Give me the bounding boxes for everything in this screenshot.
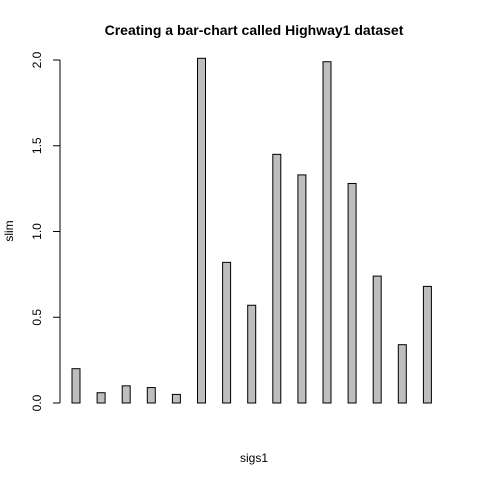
bar-7 [222,261,232,404]
y-tick-label: 2.0 [30,51,44,68]
bar-9 [272,153,282,404]
y-axis-label: slim [2,220,16,241]
bar-1 [71,368,81,404]
y-tick-label: 1.0 [30,223,44,240]
bar-15 [422,285,432,404]
bar-11 [322,61,332,404]
y-tick-label: 1.5 [30,137,44,154]
y-axis: 0.0 0.5 1.0 1.5 2.0 [30,51,61,411]
bar-3 [121,385,131,404]
bar-6 [197,57,206,404]
bar-2 [96,392,106,404]
bar-14 [397,344,407,404]
bar-13 [372,275,382,404]
bar-8 [247,304,257,404]
bar-4 [146,387,156,404]
y-tick-label: 0.0 [30,394,44,411]
bars-group [71,57,432,404]
y-tick-label: 0.5 [30,309,44,326]
chart-title: Creating a bar-chart called Highway1 dat… [105,22,404,38]
x-axis-label: sigs1 [240,451,268,465]
bar-5 [171,393,181,404]
bar-12 [347,182,357,404]
bar-10 [297,174,307,404]
